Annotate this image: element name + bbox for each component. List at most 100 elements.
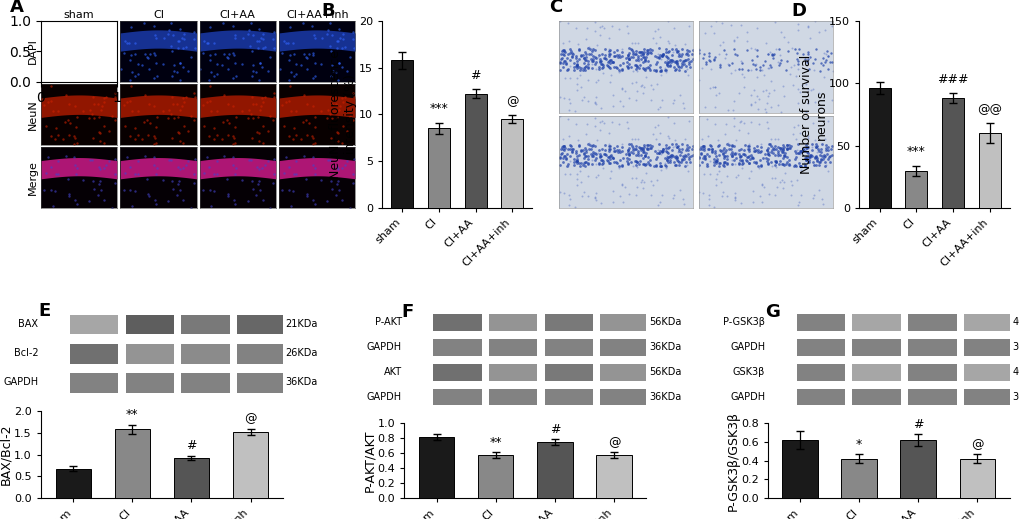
Point bbox=[226, 31, 243, 39]
Point bbox=[612, 162, 629, 170]
Bar bbox=[963, 339, 1011, 356]
Point bbox=[571, 63, 587, 71]
Point bbox=[81, 30, 97, 38]
Point bbox=[50, 60, 66, 69]
Point bbox=[639, 49, 655, 58]
Point bbox=[244, 133, 260, 142]
Point bbox=[594, 69, 610, 77]
Point bbox=[706, 147, 722, 155]
Point bbox=[260, 157, 276, 166]
Point bbox=[586, 46, 602, 54]
Point bbox=[599, 157, 615, 166]
Point bbox=[596, 45, 612, 53]
Point bbox=[705, 203, 721, 211]
Point bbox=[623, 142, 639, 150]
Point bbox=[324, 66, 340, 75]
Point bbox=[652, 162, 668, 170]
Point bbox=[585, 54, 601, 63]
Point bbox=[683, 50, 699, 58]
Point bbox=[662, 153, 679, 161]
Point bbox=[799, 97, 815, 105]
Point bbox=[649, 25, 665, 34]
Point bbox=[723, 147, 740, 156]
Point bbox=[299, 54, 315, 63]
Point bbox=[630, 134, 646, 143]
Point bbox=[38, 37, 54, 46]
Point bbox=[626, 145, 642, 153]
Point bbox=[773, 146, 790, 154]
Point bbox=[606, 147, 623, 156]
Point bbox=[50, 107, 66, 115]
Point bbox=[715, 152, 732, 160]
Point bbox=[583, 156, 599, 164]
Point bbox=[791, 198, 807, 207]
Point bbox=[754, 154, 770, 162]
Point bbox=[245, 114, 261, 122]
Point bbox=[781, 144, 797, 152]
Point bbox=[630, 147, 646, 156]
Point bbox=[682, 152, 698, 160]
Point bbox=[626, 49, 642, 58]
Point bbox=[327, 68, 343, 76]
Point bbox=[558, 54, 575, 63]
Point bbox=[712, 179, 729, 187]
Point bbox=[196, 37, 212, 46]
Point bbox=[695, 189, 711, 197]
Point bbox=[564, 147, 580, 156]
Point bbox=[679, 160, 695, 169]
Point bbox=[559, 64, 576, 73]
Point bbox=[697, 154, 713, 162]
Point bbox=[716, 148, 733, 156]
Bar bbox=[181, 373, 229, 393]
Point bbox=[779, 153, 795, 161]
Point bbox=[43, 22, 59, 31]
Point bbox=[663, 151, 680, 159]
Point bbox=[85, 133, 101, 142]
Point bbox=[91, 180, 107, 188]
Point bbox=[762, 158, 779, 166]
Point bbox=[103, 203, 119, 212]
Point bbox=[817, 50, 834, 58]
Point bbox=[628, 158, 644, 167]
Point bbox=[651, 51, 667, 60]
Point bbox=[271, 65, 287, 73]
Point bbox=[654, 145, 671, 154]
Point bbox=[148, 200, 164, 209]
Point bbox=[673, 148, 689, 156]
Point bbox=[747, 60, 763, 68]
Point bbox=[621, 94, 637, 102]
Point bbox=[605, 63, 622, 71]
Point bbox=[91, 44, 107, 52]
Point bbox=[250, 180, 266, 188]
Point bbox=[251, 177, 267, 186]
Point bbox=[703, 144, 719, 153]
Point bbox=[245, 185, 261, 193]
Point bbox=[224, 131, 240, 140]
Point bbox=[588, 154, 604, 162]
Point bbox=[305, 51, 321, 59]
Bar bbox=[900, 440, 935, 498]
Point bbox=[564, 148, 580, 156]
Point bbox=[42, 39, 58, 48]
Point bbox=[663, 143, 680, 152]
Point bbox=[185, 35, 202, 44]
Point bbox=[61, 54, 77, 63]
Point bbox=[707, 156, 723, 165]
Point bbox=[91, 113, 107, 121]
Point bbox=[584, 152, 600, 160]
Point bbox=[678, 144, 694, 153]
Point bbox=[558, 162, 575, 170]
Point bbox=[803, 140, 819, 148]
Point bbox=[813, 195, 829, 203]
Point bbox=[584, 152, 600, 160]
Point bbox=[98, 161, 114, 170]
Point bbox=[668, 47, 685, 55]
Point bbox=[674, 59, 690, 67]
Point bbox=[625, 48, 641, 57]
Point bbox=[707, 181, 723, 189]
Point bbox=[192, 65, 208, 73]
Point bbox=[333, 163, 350, 172]
Point bbox=[610, 146, 627, 154]
Point bbox=[182, 112, 199, 120]
Point bbox=[566, 161, 582, 170]
